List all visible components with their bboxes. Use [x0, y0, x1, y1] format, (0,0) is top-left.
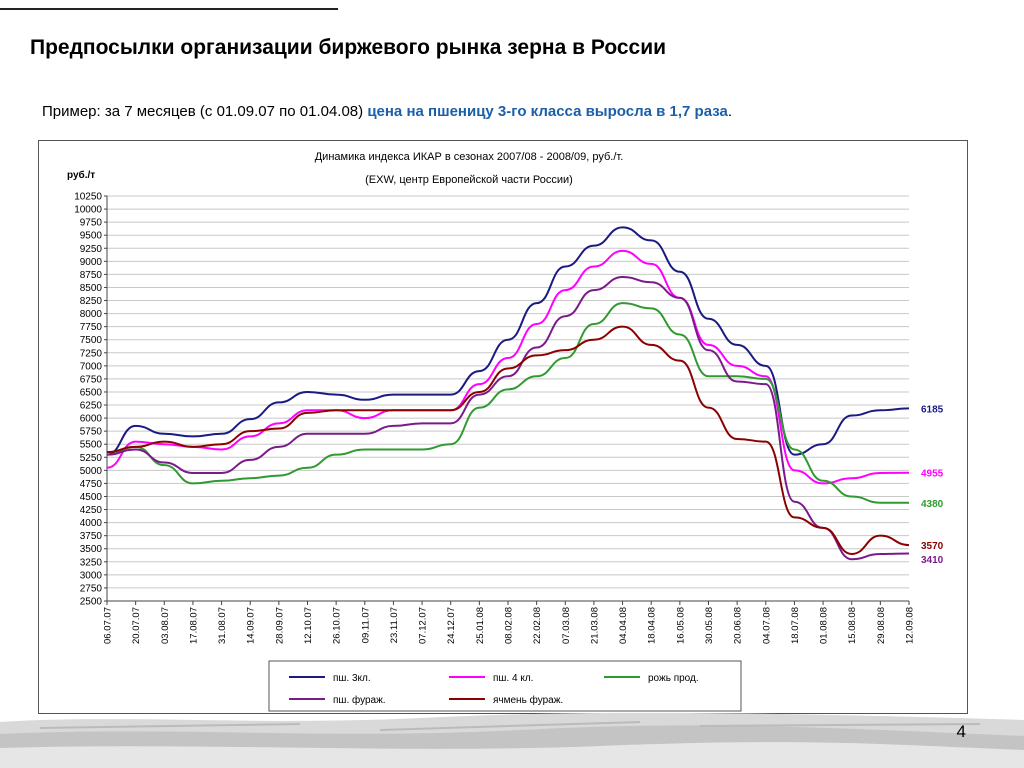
x-tick-label: 09.11.07 — [360, 607, 371, 643]
y-tick-label: 9500 — [80, 231, 103, 242]
y-tick-label: 9000 — [80, 257, 103, 268]
subtitle-prefix: Пример: за 7 месяцев (с 01.09.07 по 01.0… — [42, 103, 368, 120]
x-tick-label: 01.08.08 — [819, 607, 830, 644]
y-tick-label: 6250 — [80, 401, 103, 412]
series-line-1 — [106, 249, 910, 485]
series-line-2 — [106, 302, 909, 504]
x-tick-label: 12.10.07 — [303, 607, 314, 644]
y-tick-label: 5750 — [80, 427, 103, 438]
x-tick-label: 28.09.07 — [274, 607, 285, 644]
x-tick-label: 24.12.07 — [446, 607, 457, 644]
x-tick-label: 23.11.07 — [389, 607, 400, 643]
y-tick-label: 4500 — [80, 492, 103, 503]
top-rule — [0, 8, 338, 10]
x-tick-label: 22.02.08 — [532, 607, 543, 644]
legend-label-1: пш. 4 кл. — [493, 673, 533, 684]
y-tick-label: 9250 — [80, 244, 103, 255]
chart-subtitle: (EXW, центр Европейской части России) — [365, 174, 573, 186]
legend-label-2: рожь прод. — [648, 673, 699, 684]
legend-label-3: пш. фураж. — [333, 694, 386, 706]
series-line-3 — [106, 276, 910, 561]
x-tick-label: 06.07.07 — [103, 607, 114, 644]
y-tick-label: 4750 — [80, 479, 103, 490]
x-tick-label: 15.08.08 — [847, 607, 858, 644]
y-tick-label: 2750 — [80, 583, 103, 594]
y-tick-label: 4250 — [80, 505, 103, 516]
series-line-0 — [106, 226, 910, 456]
chart-svg: Динамика индекса ИКАР в сезонах 2007/08 … — [67, 151, 944, 712]
y-tick-label: 9750 — [80, 218, 103, 229]
slide-title: Предпосылки организации биржевого рынка … — [30, 36, 667, 59]
y-tick-label: 3500 — [80, 544, 103, 555]
brush-stroke-decoration — [0, 712, 1024, 768]
y-tick-label: 8500 — [80, 283, 103, 294]
slide-subtitle: Пример: за 7 месяцев (с 01.09.07 по 01.0… — [42, 103, 1002, 120]
y-tick-label: 6500 — [80, 387, 103, 398]
y-tick-label: 5500 — [80, 440, 103, 451]
series-line-4 — [106, 325, 910, 555]
x-tick-label: 18.04.08 — [647, 607, 658, 644]
y-tick-label: 6750 — [80, 374, 103, 385]
x-tick-label: 07.03.08 — [561, 607, 572, 644]
x-tick-label: 16.05.08 — [675, 607, 686, 644]
y-tick-label: 3750 — [80, 531, 103, 542]
x-tick-label: 17.08.07 — [188, 607, 199, 644]
subtitle-suffix: . — [727, 103, 732, 120]
y-tick-label: 3000 — [80, 570, 103, 581]
x-tick-label: 31.08.07 — [217, 607, 228, 644]
legend-label-0: пш. 3кл. — [333, 673, 371, 684]
y-tick-label: 8750 — [80, 270, 103, 281]
y-tick-label: 7000 — [80, 361, 103, 372]
y-tick-label: 8250 — [80, 296, 103, 307]
end-label-0: 6185 — [921, 404, 944, 415]
x-tick-label: 12.09.08 — [905, 607, 916, 644]
y-tick-label: 3250 — [80, 557, 103, 568]
x-tick-label: 18.07.08 — [790, 607, 801, 644]
x-tick-label: 14.09.07 — [246, 607, 257, 644]
y-tick-label: 2500 — [80, 597, 103, 608]
x-tick-label: 08.02.08 — [504, 607, 515, 644]
y-tick-label: 5000 — [80, 466, 103, 477]
x-tick-label: 04.07.08 — [761, 607, 772, 644]
x-tick-label: 07.12.07 — [418, 607, 429, 644]
x-tick-label: 25.01.08 — [475, 607, 486, 644]
y-tick-label: 7500 — [80, 335, 103, 346]
page-number: 4 — [956, 722, 966, 741]
x-tick-label: 30.05.08 — [704, 607, 715, 644]
end-label-2: 4380 — [921, 499, 944, 510]
x-tick-label: 26.10.07 — [332, 607, 343, 644]
legend-label-4: ячмень фураж. — [493, 694, 563, 706]
x-tick-label: 29.08.08 — [876, 607, 887, 644]
legend-box — [268, 660, 742, 712]
subtitle-highlight: цена на пшеницу 3-го класса выросла в 1,… — [367, 103, 728, 120]
y-tick-label: 4000 — [80, 518, 103, 529]
y-tick-label: 10000 — [74, 205, 102, 216]
x-tick-label: 21.03.08 — [589, 607, 600, 644]
x-tick-label: 20.07.07 — [131, 607, 142, 644]
y-tick-label: 5250 — [80, 453, 103, 464]
y-tick-label: 10250 — [74, 192, 102, 203]
y-tick-label: 6000 — [80, 414, 103, 425]
y-tick-label: 7750 — [80, 322, 103, 333]
x-tick-label: 20.06.08 — [733, 607, 744, 644]
x-tick-label: 04.04.08 — [618, 607, 629, 644]
end-label-4: 3570 — [921, 541, 944, 552]
y-axis-label: руб./т — [67, 169, 95, 181]
chart-title: Динамика индекса ИКАР в сезонах 2007/08 … — [315, 151, 624, 163]
end-label-3: 3410 — [921, 555, 944, 566]
y-tick-label: 8000 — [80, 309, 103, 320]
x-tick-label: 03.08.07 — [160, 607, 171, 644]
chart-panel: Динамика индекса ИКАР в сезонах 2007/08 … — [38, 140, 968, 714]
y-tick-label: 7250 — [80, 348, 103, 359]
end-label-1: 4955 — [921, 469, 944, 480]
